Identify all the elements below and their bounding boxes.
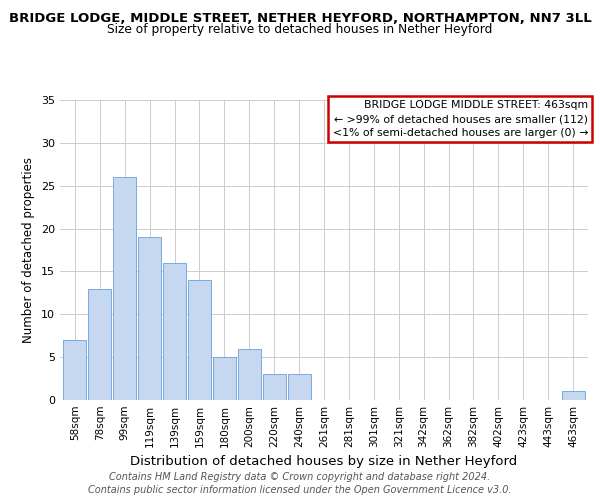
- Bar: [213, 357, 236, 400]
- Y-axis label: Number of detached properties: Number of detached properties: [22, 157, 35, 343]
- Bar: [163, 263, 186, 400]
- Bar: [238, 348, 261, 400]
- Bar: [287, 374, 311, 400]
- Bar: [113, 177, 136, 400]
- Bar: [263, 374, 286, 400]
- X-axis label: Distribution of detached houses by size in Nether Heyford: Distribution of detached houses by size …: [130, 456, 518, 468]
- Text: Contains HM Land Registry data © Crown copyright and database right 2024.: Contains HM Land Registry data © Crown c…: [109, 472, 491, 482]
- Text: BRIDGE LODGE, MIDDLE STREET, NETHER HEYFORD, NORTHAMPTON, NN7 3LL: BRIDGE LODGE, MIDDLE STREET, NETHER HEYF…: [8, 12, 592, 26]
- Text: BRIDGE LODGE MIDDLE STREET: 463sqm
← >99% of detached houses are smaller (112)
<: BRIDGE LODGE MIDDLE STREET: 463sqm ← >99…: [332, 100, 588, 138]
- Text: Contains public sector information licensed under the Open Government Licence v3: Contains public sector information licen…: [88, 485, 512, 495]
- Bar: [88, 288, 112, 400]
- Bar: [138, 237, 161, 400]
- Bar: [188, 280, 211, 400]
- Bar: [562, 392, 584, 400]
- Bar: [64, 340, 86, 400]
- Text: Size of property relative to detached houses in Nether Heyford: Size of property relative to detached ho…: [107, 22, 493, 36]
